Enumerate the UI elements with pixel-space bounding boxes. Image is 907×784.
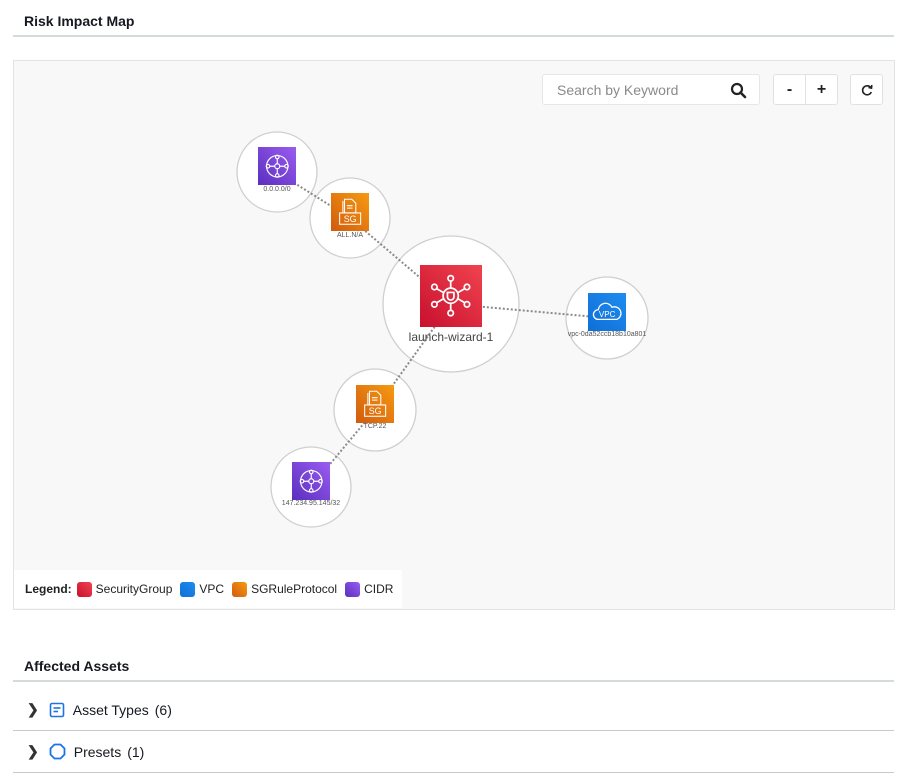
legend-item: SGRuleProtocol: [232, 581, 338, 597]
node-label: ALL.N/A: [336, 232, 364, 239]
sgruleprotocol-icon[interactable]: SG: [331, 193, 369, 231]
cidr-icon[interactable]: [292, 462, 330, 500]
refresh-icon: [861, 84, 873, 96]
chevron-right-icon: ❯: [27, 701, 39, 717]
zoom-in-button[interactable]: +: [805, 74, 838, 105]
legend-label: CIDR: [364, 582, 394, 596]
divider: [13, 680, 894, 682]
node-label: launch-wizard-1: [408, 330, 494, 344]
octagon-icon: [49, 743, 66, 760]
divider: [13, 772, 894, 773]
legend: Legend: SecurityGroup VPC SGRuleProtocol CI…: [14, 570, 402, 608]
section-label: Presets: [73, 743, 122, 760]
legend-label: SGRuleProtocol: [251, 582, 338, 596]
legend-item: SecurityGroup: [76, 581, 173, 597]
affected-assets-title: Affected Assets: [24, 658, 130, 674]
search-icon[interactable]: [730, 82, 747, 99]
section-count: (6): [154, 701, 172, 718]
section-count: (1): [127, 743, 145, 760]
legend-swatch-icon: [232, 581, 248, 597]
presets-section[interactable]: ❯ Presets (1): [13, 731, 894, 772]
divider: [13, 730, 894, 731]
legend-swatch-icon: [76, 581, 92, 597]
asset-types-section[interactable]: ❯ Asset Types (6): [13, 689, 894, 730]
svg-text:SG: SG: [344, 214, 357, 224]
chevron-right-icon: ❯: [27, 743, 39, 759]
zoom-out-button[interactable]: -: [773, 74, 806, 105]
legend-title: Legend:: [25, 582, 72, 596]
legend-label: SecurityGroup: [95, 582, 173, 596]
sgruleprotocol-icon[interactable]: SG: [356, 385, 394, 423]
list-icon: [49, 702, 65, 717]
risk-map-title: Risk Impact Map: [24, 13, 135, 29]
node-label: 147.234.95.145/32: [281, 500, 341, 507]
vpc-icon[interactable]: VPC: [588, 293, 626, 331]
securitygroup-icon[interactable]: [420, 265, 482, 327]
legend-swatch-icon: [180, 581, 196, 597]
legend-swatch-icon: [345, 581, 361, 597]
search-box[interactable]: [542, 74, 760, 105]
svg-text:SG: SG: [369, 406, 382, 416]
refresh-button[interactable]: [850, 74, 883, 105]
svg-text:VPC: VPC: [599, 310, 616, 319]
legend-item: CIDR: [345, 581, 394, 597]
divider: [13, 35, 894, 37]
legend-label: VPC: [199, 582, 225, 596]
search-input[interactable]: [555, 81, 719, 99]
section-label: Asset Types: [72, 701, 149, 718]
node-label: vpc-0da52ccb18b10a801: [567, 331, 647, 338]
cidr-icon[interactable]: [258, 147, 296, 185]
node-label: TCP.22: [363, 423, 387, 430]
node-label: 0.0.0.0/0: [263, 186, 291, 193]
legend-item: VPC: [180, 581, 225, 597]
